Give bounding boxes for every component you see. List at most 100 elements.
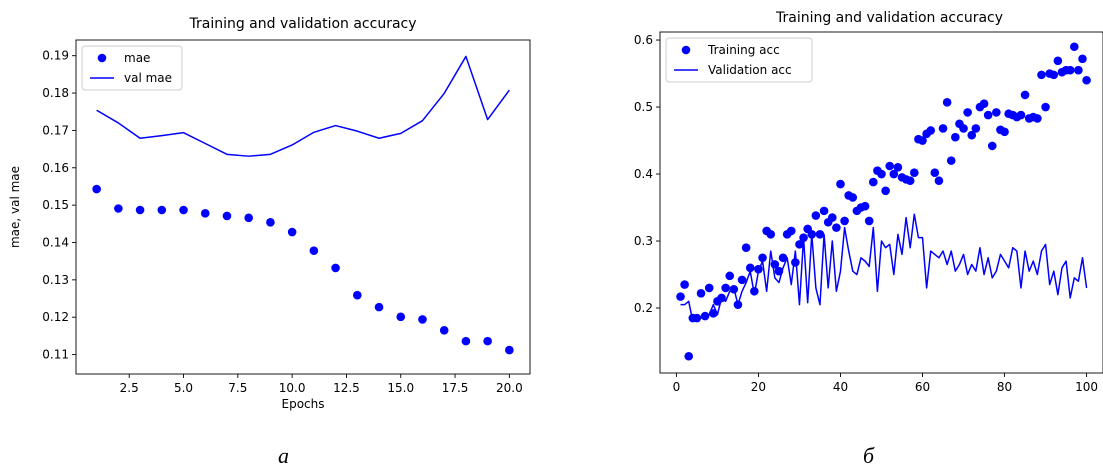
- data-point: [893, 163, 903, 172]
- y-tick-label: 0.14: [42, 235, 69, 249]
- data-point: [840, 216, 849, 226]
- data-point: [1033, 114, 1042, 123]
- data-point: [692, 313, 702, 323]
- data-point: [505, 345, 514, 355]
- x-tick-label: 60: [915, 380, 930, 394]
- data-point: [864, 216, 874, 226]
- legend-label: Training acc: [707, 43, 780, 57]
- chart-title: Training and validation accuracy: [775, 10, 1003, 26]
- y-tick-label: 0.13: [42, 273, 69, 287]
- y-tick-label: 0.6: [634, 33, 653, 47]
- data-point: [778, 253, 788, 263]
- y-tick-label: 0.5: [634, 100, 653, 114]
- data-point: [331, 263, 340, 273]
- data-point: [222, 211, 232, 221]
- data-point: [946, 156, 956, 165]
- x-tick-label: 20: [751, 380, 766, 394]
- data-point: [848, 193, 858, 202]
- data-point: [758, 253, 767, 263]
- chart-title: Training and validation accuracy: [188, 16, 416, 32]
- x-tick-label: 7.5: [228, 381, 247, 395]
- x-tick-label: 10.0: [279, 381, 306, 395]
- data-point: [971, 124, 981, 133]
- data-point: [266, 218, 275, 227]
- data-point: [827, 213, 837, 222]
- x-tick-label: 20.0: [496, 381, 523, 395]
- data-point: [244, 213, 253, 223]
- data-point: [418, 315, 427, 324]
- data-point: [1069, 42, 1079, 52]
- legend: [81, 45, 183, 91]
- data-point: [374, 302, 384, 312]
- data-point: [680, 280, 689, 289]
- caption-right: б: [863, 443, 875, 468]
- series-line-1: [96, 55, 510, 157]
- data-point: [926, 126, 936, 135]
- data-point: [483, 336, 492, 346]
- data-point: [930, 168, 940, 177]
- data-point: [992, 108, 1001, 117]
- data-point: [959, 124, 968, 133]
- chart-panel-accuracy: Training and validation accuracy 0 20 40 60 8…: [634, 10, 1103, 394]
- data-point: [157, 205, 167, 215]
- y-tick-label: 0.19: [42, 49, 69, 63]
- data-point: [951, 132, 960, 142]
- y-tick-label: 0.16: [42, 161, 69, 175]
- data-point: [983, 110, 993, 120]
- data-point: [704, 283, 714, 293]
- x-tick-label: 15.0: [387, 381, 414, 395]
- data-point: [877, 169, 886, 179]
- data-point: [786, 226, 796, 236]
- data-point: [135, 205, 145, 215]
- data-point: [934, 176, 944, 186]
- x-tick-label: 17.5: [442, 381, 469, 395]
- data-point: [766, 230, 776, 239]
- data-point: [1078, 54, 1087, 64]
- data-point: [1074, 65, 1083, 75]
- data-point: [1000, 127, 1009, 137]
- y-tick-label: 0.17: [42, 123, 69, 137]
- legend-label: mae: [124, 51, 150, 65]
- data-point: [439, 325, 449, 335]
- data-point: [725, 271, 735, 281]
- legend-marker-swatch: [681, 45, 691, 55]
- data-point: [287, 227, 297, 237]
- data-point: [1037, 70, 1046, 80]
- data-point: [963, 108, 972, 117]
- data-point: [1049, 70, 1059, 80]
- caption-left: a: [278, 443, 289, 468]
- y-axis-label: mae, val mae: [8, 166, 22, 248]
- data-point: [1065, 65, 1075, 75]
- data-point: [918, 136, 927, 145]
- data-point: [979, 99, 989, 108]
- y-tick-label: 0.15: [42, 198, 69, 212]
- x-axis-label: Epochs: [282, 397, 325, 411]
- data-point: [92, 184, 101, 194]
- data-point: [942, 98, 952, 107]
- x-tick-label: 2.5: [120, 381, 139, 395]
- x-tick-label: 100: [1075, 380, 1098, 394]
- data-point: [309, 246, 319, 256]
- data-point: [815, 230, 825, 239]
- y-tick-label: 0.11: [42, 348, 69, 362]
- data-point: [860, 201, 870, 211]
- data-point: [737, 275, 747, 285]
- data-point: [967, 130, 977, 140]
- data-point: [179, 205, 188, 215]
- data-point: [676, 292, 685, 301]
- x-tick-label: 80: [997, 380, 1012, 394]
- y-tick-label: 0.3: [634, 234, 653, 248]
- data-point: [987, 141, 997, 151]
- y-tick-label: 0.12: [42, 310, 69, 324]
- legend: [665, 37, 813, 83]
- y-tick-label: 0.18: [42, 86, 69, 100]
- x-tick-label: 40: [833, 380, 848, 394]
- data-point: [745, 263, 755, 273]
- data-point: [461, 336, 471, 346]
- legend-label: val mae: [124, 71, 172, 85]
- data-point: [795, 240, 804, 249]
- chart-panel-mae: Training and validation accuracy 2.5 5.0 7.…: [8, 16, 531, 411]
- data-point: [819, 206, 829, 216]
- x-tick-label: 12.5: [333, 381, 360, 395]
